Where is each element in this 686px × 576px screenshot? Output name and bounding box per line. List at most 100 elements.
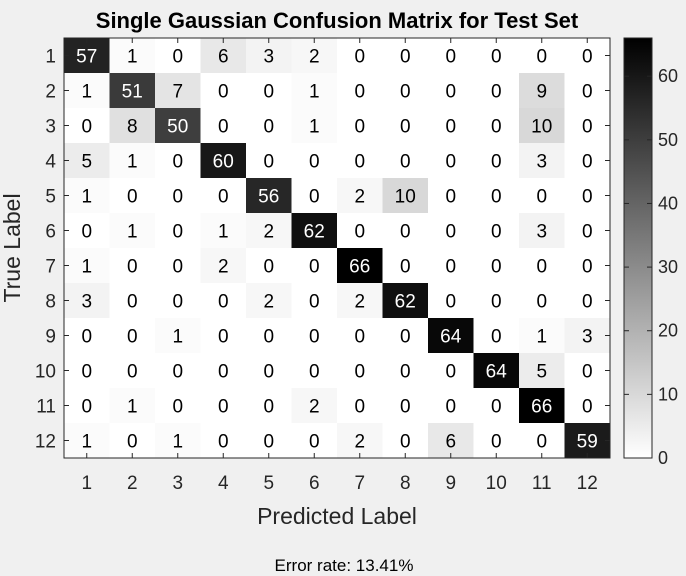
colorbar-tick-label: 0	[658, 448, 668, 468]
heatmap-cell	[64, 108, 110, 144]
heatmap-cell	[337, 388, 383, 424]
cell-value-label: 0	[354, 117, 365, 138]
cell-value-label: 0	[536, 292, 547, 313]
heatmap-cell	[519, 283, 565, 319]
cell-value-label: 2	[263, 222, 274, 243]
heatmap-cell	[200, 73, 247, 109]
cell-value-label: 0	[491, 397, 502, 418]
cell-value-label: 8	[127, 117, 138, 138]
cell-value-label: 0	[445, 362, 456, 383]
cell-value-label: 2	[309, 397, 320, 418]
heatmap-cell	[155, 318, 201, 354]
heatmap-cell	[291, 73, 338, 109]
cell-value-label: 0	[354, 327, 365, 348]
heatmap-cell	[564, 143, 611, 179]
cell-value-label: 1	[172, 327, 183, 348]
heatmap-cell	[246, 353, 292, 389]
heatmap-cell	[337, 178, 383, 214]
cell-value-label: 0	[172, 152, 183, 173]
cell-value-label: 0	[400, 82, 411, 103]
heatmap-cell	[564, 38, 611, 74]
cell-value-label: 0	[400, 117, 411, 138]
x-tick-label: 7	[354, 473, 365, 494]
y-tick-label: 8	[45, 292, 56, 313]
cell-value-label: 3	[582, 327, 593, 348]
cell-value-label: 0	[218, 82, 229, 103]
heatmap-cell	[64, 353, 110, 389]
cell-value-label: 0	[263, 257, 274, 278]
heatmap-cell	[291, 423, 338, 459]
heatmap-cells: 57 1 0 6 3 2 0 0 0 0 0 01 51 7 0 0 1 0 0 0 0 9 00 8 50 0 0 1 0 0 0 0 10 0…	[64, 38, 611, 459]
heatmap-cell	[337, 283, 383, 319]
cell-value-label: 0	[491, 432, 502, 453]
heatmap-cell	[382, 283, 429, 319]
cell-value-label: 0	[309, 257, 320, 278]
heatmap-cell	[519, 213, 565, 249]
heatmap-cell	[246, 38, 292, 74]
heatmap-cell	[473, 318, 520, 354]
cell-value-label: 0	[354, 222, 365, 243]
cell-value-label: 0	[582, 152, 593, 173]
cell-value-label: 0	[491, 117, 502, 138]
heatmap-cell	[564, 178, 611, 214]
cell-value-label: 0	[354, 362, 365, 383]
x-tick-label: 8	[400, 473, 411, 494]
heatmap-cell	[473, 73, 520, 109]
y-tick-label: 7	[45, 257, 56, 278]
heatmap-cell	[564, 283, 611, 319]
cell-value-label: 0	[263, 362, 274, 383]
cell-value-label: 2	[354, 187, 365, 208]
cell-value-label: 59	[577, 432, 598, 453]
cell-value-label: 0	[445, 222, 456, 243]
cell-value-label: 0	[445, 152, 456, 173]
y-tick-label: 11	[36, 397, 56, 418]
heatmap-cell	[155, 388, 201, 424]
cell-value-label: 3	[536, 222, 547, 243]
heatmap-cell	[428, 108, 474, 144]
cell-value-label: 0	[582, 47, 593, 68]
heatmap-cell	[564, 108, 611, 144]
cell-value-label: 0	[81, 222, 92, 243]
heatmap-cell	[109, 423, 156, 459]
cell-value-label: 0	[445, 47, 456, 68]
heatmap-cell	[382, 388, 429, 424]
cell-value-label: 0	[218, 397, 229, 418]
heatmap-cell	[200, 283, 247, 319]
heatmap-cell	[428, 423, 474, 459]
heatmap-cell	[337, 353, 383, 389]
cell-value-label: 1	[81, 432, 92, 453]
heatmap-cell	[473, 38, 520, 74]
heatmap-cell	[246, 248, 292, 284]
x-tick-label: 1	[81, 473, 92, 494]
cell-value-label: 1	[218, 222, 229, 243]
heatmap-cell	[246, 423, 292, 459]
cell-value-label: 2	[263, 292, 274, 313]
heatmap-cell	[155, 248, 201, 284]
heatmap-cell	[564, 353, 611, 389]
cell-value-label: 0	[582, 292, 593, 313]
colorbar: 0 10 20 30 40 50 60	[623, 37, 678, 468]
cell-value-label: 0	[354, 47, 365, 68]
heatmap-cell	[155, 423, 201, 459]
heatmap-cell	[200, 38, 247, 74]
colorbar-tick-label: 20	[658, 321, 678, 341]
heatmap-cell	[109, 283, 156, 319]
cell-value-label: 0	[263, 117, 274, 138]
heatmap-cell	[337, 423, 383, 459]
heatmap-cell	[291, 178, 338, 214]
cell-value-label: 0	[582, 117, 593, 138]
heatmap-cell	[109, 318, 156, 354]
y-tick-label: 12	[35, 432, 56, 453]
heatmap-cell	[155, 213, 201, 249]
cell-value-label: 0	[218, 117, 229, 138]
heatmap-cell	[291, 38, 338, 74]
heatmap-cell	[564, 423, 611, 459]
heatmap-cell	[564, 213, 611, 249]
cell-value-label: 1	[127, 152, 138, 173]
heatmap-cell	[564, 318, 611, 354]
heatmap-cell	[246, 108, 292, 144]
chart-title: Single Gaussian Confusion Matrix for Tes…	[96, 8, 579, 33]
heatmap-cell	[291, 318, 338, 354]
heatmap-cell	[64, 423, 110, 459]
cell-value-label: 0	[172, 292, 183, 313]
